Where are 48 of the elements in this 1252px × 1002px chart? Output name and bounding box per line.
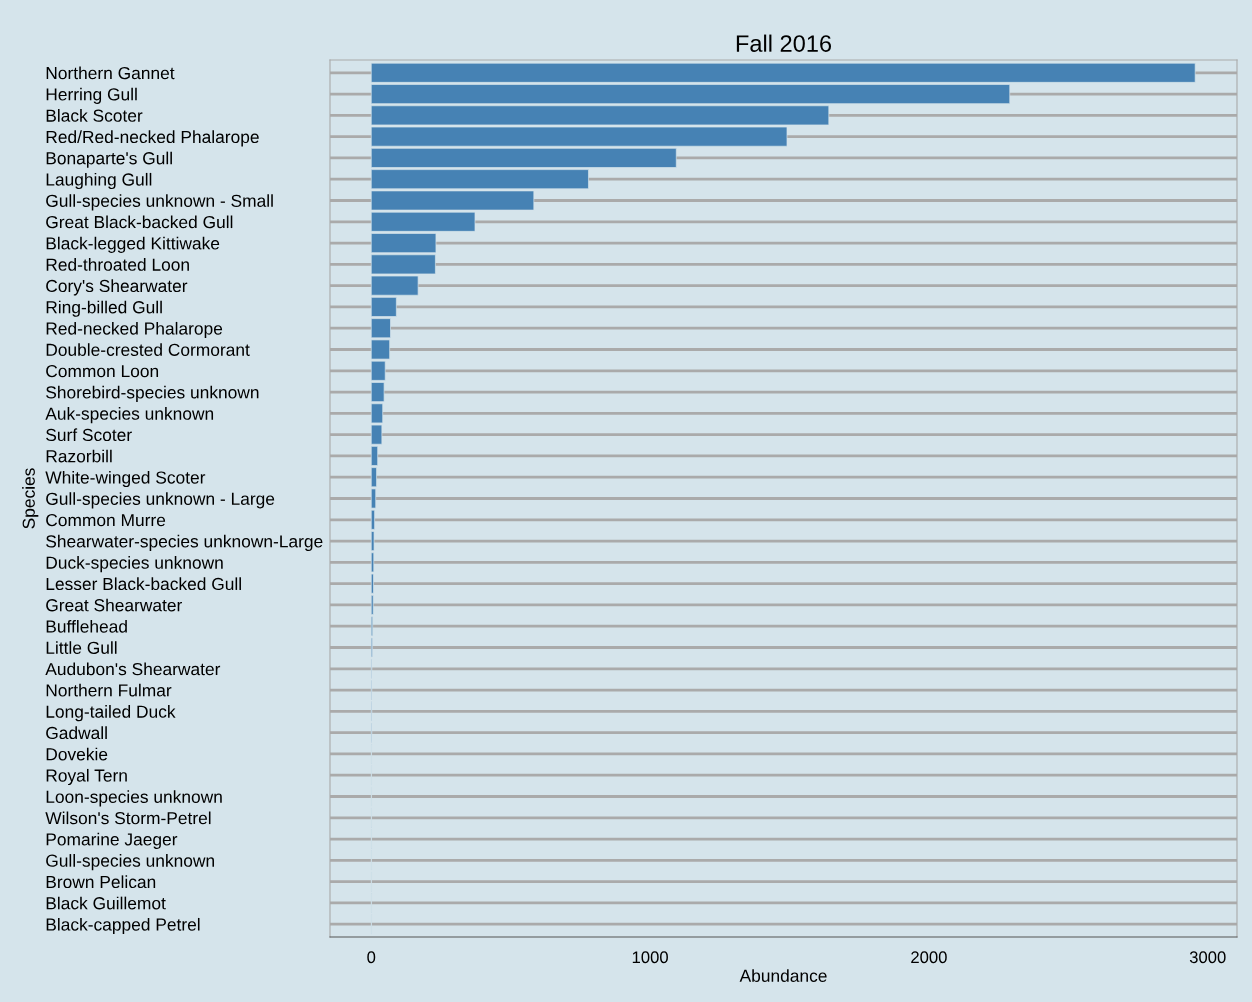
y-tick-label: Laughing Gull bbox=[46, 172, 152, 190]
x-tick-label: 1000 bbox=[632, 951, 668, 964]
x-tick-label: 2000 bbox=[911, 951, 947, 964]
y-axis-title: Species bbox=[22, 468, 39, 529]
y-tick-label: Pomarine Jaeger bbox=[46, 832, 178, 849]
y-tick-label: Gull-species unknown - Large bbox=[46, 492, 275, 509]
y-tick-label: Razorbill bbox=[46, 449, 112, 463]
y-tick-label: Red/Red-necked Phalarope bbox=[46, 130, 259, 147]
y-tick-label: White-winged Scoter bbox=[45, 470, 206, 488]
y-tick-label: Auk-species unknown bbox=[45, 407, 214, 424]
y-tick-label: Long-tailed Duck bbox=[46, 705, 176, 722]
y-tick-label: Red-throated Loon bbox=[46, 258, 189, 271]
x-tick-label: 0 bbox=[367, 951, 376, 964]
y-tick-label: Herring Gull bbox=[46, 87, 137, 104]
y-tick-label: Wilson's Storm-Petrel bbox=[45, 811, 211, 825]
y-tick-label: Great Shearwater bbox=[46, 598, 183, 612]
y-tick-label: Common Loon bbox=[46, 364, 159, 378]
y-tick-label: Lesser Black-backed Gull bbox=[46, 577, 241, 591]
y-tick-label: Brown Pelican bbox=[46, 875, 156, 889]
chart-title: Fall 2016 bbox=[736, 34, 832, 52]
y-tick-label: Ring-billed Gull bbox=[46, 300, 162, 317]
y-tick-label: Shorebird-species unknown bbox=[46, 385, 259, 402]
y-tick-label: Bufflehead bbox=[46, 619, 127, 633]
x-axis-title: Abundance bbox=[739, 969, 827, 982]
x-tick-label: 3000 bbox=[1189, 951, 1226, 964]
y-tick-label: Surf Scoter bbox=[46, 428, 132, 442]
y-tick-label: Black Scoter bbox=[46, 109, 143, 122]
y-tick-label: Shearwater-species unknown-Large bbox=[46, 534, 323, 551]
y-tick-label: Northern Fulmar bbox=[46, 683, 172, 697]
y-tick-label: Black-capped Petrel bbox=[46, 917, 200, 935]
y-tick-label: Gull-species unknown bbox=[46, 854, 214, 871]
y-tick-label: Audubon's Shearwater bbox=[45, 662, 221, 676]
y-tick-label: Black Guillemot bbox=[46, 896, 166, 910]
y-tick-label: Double-crested Cormorant bbox=[46, 343, 250, 356]
y-tick-label: Great Black-backed Gull bbox=[46, 215, 233, 229]
y-tick-label: Little Gull bbox=[46, 641, 117, 654]
y-tick-label: Duck-species unknown bbox=[46, 556, 223, 573]
y-tick-label: Cory's Shearwater bbox=[46, 279, 188, 296]
y-tick-label: Dovekie bbox=[46, 747, 108, 761]
y-tick-label: Northern Gannet bbox=[46, 66, 175, 80]
y-tick-label: Royal Tern bbox=[46, 768, 127, 786]
y-tick-label: Gadwall bbox=[46, 726, 107, 740]
y-tick-label: Bonaparte's Gull bbox=[46, 151, 172, 168]
y-tick-label: Loon-species unknown bbox=[46, 790, 222, 807]
y-tick-label: Black-legged Kittiwake bbox=[46, 236, 220, 253]
y-tick-label: Common Murre bbox=[46, 513, 166, 527]
y-tick-label: Gull-species unknown - Small bbox=[46, 194, 273, 211]
y-tick-label: Red-necked Phalarope bbox=[46, 321, 223, 339]
